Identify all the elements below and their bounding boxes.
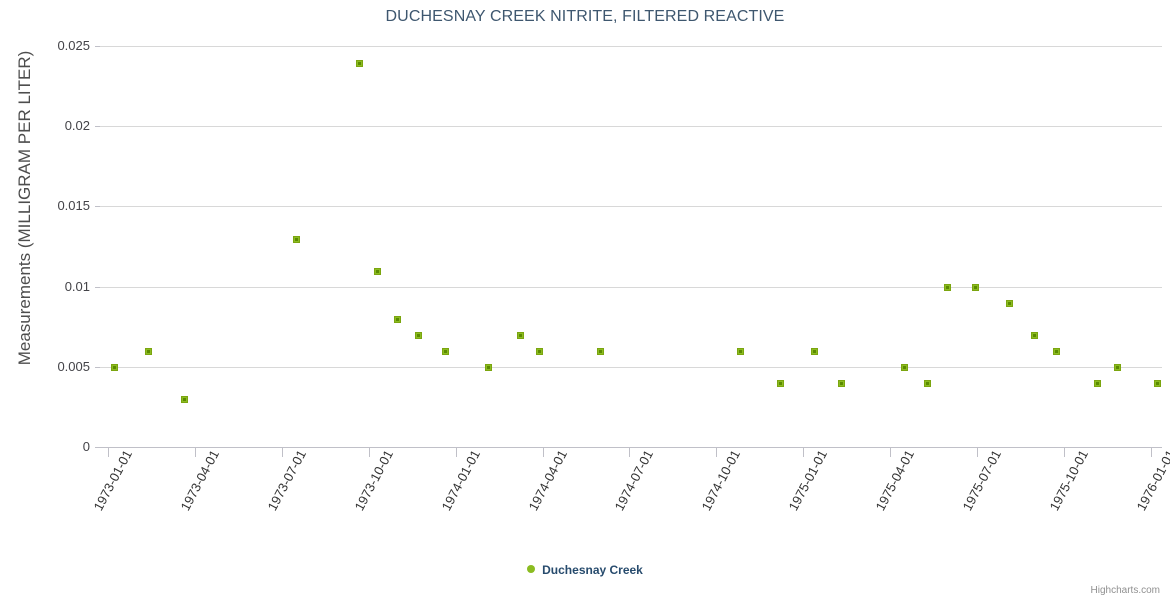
- data-point[interactable]: [1030, 332, 1038, 340]
- data-point[interactable]: [838, 380, 846, 388]
- x-axis-tick-mark: [1150, 448, 1152, 457]
- data-point[interactable]: [180, 396, 188, 404]
- legend-item-duchesnay-creek[interactable]: Duchesnay Creek: [527, 562, 643, 577]
- data-point[interactable]: [901, 364, 909, 372]
- data-point[interactable]: [536, 348, 544, 356]
- data-point[interactable]: [776, 380, 784, 388]
- data-point[interactable]: [972, 284, 980, 292]
- x-axis-tick-mark: [716, 448, 718, 457]
- legend-marker-icon: [527, 564, 536, 573]
- data-point[interactable]: [1153, 380, 1161, 388]
- y-axis-tick-label: 0.01: [64, 278, 90, 294]
- x-axis-tick-mark: [803, 448, 805, 457]
- data-point[interactable]: [1053, 348, 1061, 356]
- gridline: [100, 46, 1162, 47]
- data-point[interactable]: [516, 332, 524, 340]
- x-axis-tick-mark: [368, 448, 370, 457]
- y-axis-tick-label: 0.025: [57, 38, 90, 53]
- data-point[interactable]: [1113, 364, 1121, 372]
- y-axis-tick-label: 0.005: [57, 358, 90, 374]
- y-axis-tick-label: 0: [82, 439, 90, 454]
- y-axis-tick-mark: [95, 46, 100, 47]
- data-point[interactable]: [374, 268, 382, 276]
- data-point[interactable]: [393, 316, 401, 324]
- x-axis-line: [100, 447, 1162, 448]
- y-axis-tick-mark: [95, 286, 100, 288]
- legend-item-label: Duchesnay Creek: [542, 562, 643, 577]
- gridline: [100, 366, 1162, 368]
- data-point[interactable]: [484, 364, 492, 372]
- x-axis-tick-mark: [108, 448, 109, 457]
- gridline: [100, 286, 1162, 288]
- data-point[interactable]: [736, 348, 744, 356]
- y-axis-tick-mark: [95, 126, 100, 128]
- x-axis-tick-mark: [194, 448, 196, 457]
- data-point[interactable]: [810, 348, 818, 356]
- gridline: [100, 206, 1162, 208]
- credits-link[interactable]: Highcharts.com: [1090, 585, 1160, 596]
- data-point[interactable]: [1005, 300, 1013, 308]
- plot-area: [100, 46, 1162, 447]
- y-axis-tick-mark: [95, 206, 100, 208]
- x-axis-tick-mark: [890, 448, 892, 457]
- x-axis-tick-mark: [629, 448, 631, 457]
- legend: Duchesnay Creek: [0, 562, 1170, 577]
- x-axis-tick-mark: [281, 448, 283, 457]
- y-axis-tick-label: 0.015: [57, 198, 90, 214]
- data-point[interactable]: [414, 332, 422, 340]
- y-axis-tick-mark: [95, 447, 100, 448]
- data-point[interactable]: [293, 235, 301, 243]
- data-point[interactable]: [924, 380, 932, 388]
- x-axis-tick-mark: [542, 448, 544, 457]
- data-point[interactable]: [1093, 380, 1101, 388]
- data-point[interactable]: [944, 284, 952, 292]
- data-point[interactable]: [441, 348, 449, 356]
- data-point[interactable]: [355, 59, 363, 67]
- gridline: [100, 126, 1162, 128]
- y-axis-tick-mark: [95, 366, 100, 368]
- data-point[interactable]: [144, 348, 152, 356]
- x-axis-tick-mark: [455, 448, 457, 457]
- y-axis-tick-label: 0.02: [64, 118, 90, 134]
- x-axis-tick-mark: [1063, 448, 1065, 457]
- chart-title: DUCHESNAY CREEK NITRITE, FILTERED REACTI…: [385, 8, 785, 25]
- data-point[interactable]: [110, 364, 118, 372]
- data-point[interactable]: [596, 348, 604, 356]
- x-axis-tick-mark: [977, 448, 978, 457]
